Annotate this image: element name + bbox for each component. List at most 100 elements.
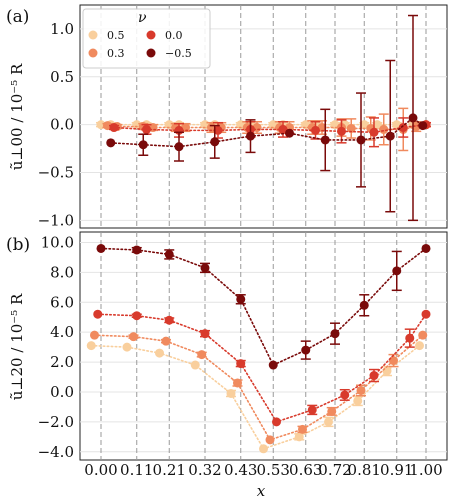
- legend-marker-minus-0.5: [146, 48, 156, 58]
- data-point: [405, 333, 415, 343]
- legend-marker-0.5: [88, 30, 98, 40]
- data-point: [197, 350, 207, 360]
- data-point: [294, 432, 304, 442]
- data-point: [392, 266, 402, 276]
- panel-a: −1.0 −0.5 0.0 0.5 1.0 (a) ũ⊥00 / 10⁻⁵ R ν 0.…: [6, 4, 448, 229]
- data-point: [132, 245, 142, 255]
- legend-box: [82, 8, 211, 69]
- y-tick-label: −2.0: [38, 413, 74, 431]
- data-point: [418, 121, 428, 131]
- panel-b-marks: [86, 243, 431, 454]
- data-point: [324, 417, 333, 427]
- data-point: [369, 371, 379, 381]
- data-point: [327, 406, 337, 416]
- x-tick-labels: 0.00 0.11 0.21 0.32 0.43 0.53 0.630.720.81 0.91…: [84, 461, 442, 479]
- data-point: [415, 341, 424, 351]
- data-point: [278, 124, 288, 134]
- data-point: [90, 330, 99, 340]
- data-point: [236, 294, 246, 304]
- data-point: [372, 120, 382, 130]
- panel-b: −4.0 −2.0 0.0 2.0 4.0 6.0 8.0 10.0 (b) ũ⊥20 / 1…: [6, 231, 448, 461]
- data-point: [356, 385, 366, 395]
- data-point: [265, 435, 275, 445]
- panel-a-label: (a): [6, 7, 29, 27]
- x-tick-label: 0.53: [257, 461, 290, 479]
- panel-a-marks: [96, 14, 431, 222]
- panel-b-frame: [79, 231, 448, 461]
- x-tick-label: 0.43: [224, 461, 257, 479]
- data-point: [340, 390, 350, 400]
- data-point: [93, 309, 103, 319]
- x-axis-label: x: [257, 482, 266, 500]
- data-point: [298, 424, 307, 434]
- data-point: [301, 345, 311, 355]
- data-point: [174, 142, 184, 152]
- panel-a-grid: [80, 5, 447, 228]
- y-tick-label: 4.0: [50, 323, 74, 341]
- panel-a-y-axis-label: ũ⊥00 / 10⁻⁵ R: [8, 63, 26, 170]
- legend-label-0.5: 0.5: [107, 29, 125, 42]
- data-point: [353, 396, 363, 406]
- y-tick-label: 10.0: [41, 233, 74, 251]
- legend-label-minus-0.5: −0.5: [165, 47, 192, 60]
- data-point: [421, 243, 431, 253]
- data-point: [246, 131, 255, 141]
- data-point: [418, 330, 428, 340]
- y-tick-label: −0.5: [38, 163, 74, 181]
- x-tick-label: 0.11: [120, 461, 153, 479]
- data-point: [138, 140, 148, 150]
- data-point: [398, 123, 408, 133]
- data-point: [122, 342, 132, 352]
- data-point: [161, 336, 171, 346]
- legend-title: ν: [138, 10, 147, 26]
- data-point: [268, 360, 278, 370]
- legend-label-0.3: 0.3: [107, 47, 125, 60]
- data-point: [226, 388, 236, 398]
- x-tick-label: 0.00: [84, 461, 117, 479]
- data-point: [359, 300, 369, 310]
- data-point: [155, 348, 164, 358]
- data-point: [307, 405, 317, 415]
- x-tick-label: 0.72: [318, 461, 351, 479]
- y-tick-label: 2.0: [50, 353, 74, 371]
- data-point: [330, 329, 340, 339]
- data-point: [311, 125, 320, 135]
- panel-b-y-ticks: −4.0 −2.0 0.0 2.0 4.0 6.0 8.0 10.0: [38, 233, 74, 460]
- legend-marker-0.3: [88, 48, 98, 58]
- data-point: [408, 113, 418, 123]
- data-point: [200, 263, 210, 273]
- y-tick-label: 0.0: [50, 383, 74, 401]
- data-point: [106, 138, 116, 148]
- data-point: [385, 131, 395, 141]
- legend-marker-0.0: [146, 30, 156, 40]
- data-point: [369, 127, 379, 137]
- y-tick-label: −4.0: [38, 443, 74, 461]
- y-tick-label: 1.0: [50, 20, 74, 38]
- data-point: [359, 120, 369, 130]
- y-tick-label: 8.0: [50, 263, 74, 281]
- data-point: [132, 311, 142, 321]
- data-point: [356, 135, 366, 145]
- x-tick-label: 0.63: [289, 461, 322, 479]
- data-point: [382, 366, 392, 376]
- data-point: [109, 123, 119, 133]
- data-point: [233, 378, 242, 388]
- data-point: [190, 360, 200, 370]
- data-point: [285, 128, 294, 138]
- data-point: [421, 309, 431, 319]
- panel-b-y-axis-label: ũ⊥20 / 10⁻⁵ R: [8, 293, 26, 400]
- data-point: [200, 329, 210, 339]
- y-tick-label: 0.5: [50, 68, 74, 86]
- data-point: [272, 417, 281, 427]
- data-point: [210, 137, 220, 147]
- data-point: [86, 341, 96, 351]
- x-tick-label: 0.32: [188, 461, 221, 479]
- y-tick-label: −1.0: [38, 211, 74, 229]
- x-tick-label: 0.21: [153, 461, 186, 479]
- data-point: [259, 444, 268, 454]
- x-tick-label: 1.00: [409, 461, 442, 479]
- y-tick-label: 6.0: [50, 293, 74, 311]
- data-point: [346, 123, 356, 133]
- x-tick-label: 0.81: [348, 461, 381, 479]
